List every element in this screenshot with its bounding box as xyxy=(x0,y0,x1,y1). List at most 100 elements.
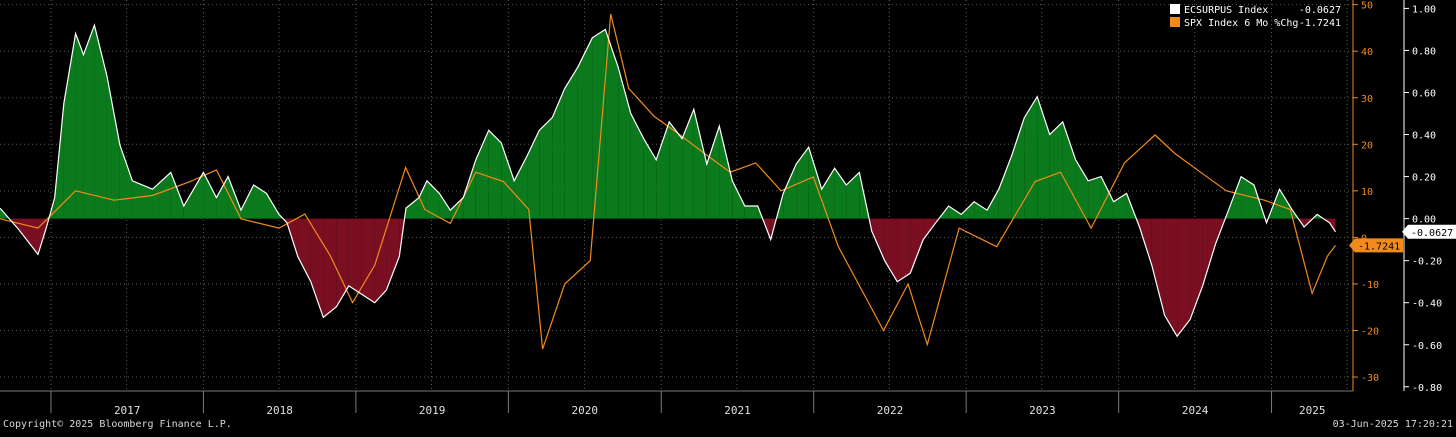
surprise-positive-area xyxy=(152,172,171,219)
x-axis-year-label: 2017 xyxy=(114,404,141,417)
surprise-negative-area xyxy=(386,218,400,291)
copyright-text: Copyright© 2025 Bloomberg Finance L.P. xyxy=(3,419,232,430)
surprise-negative-area xyxy=(1139,218,1152,265)
surprise-negative-area xyxy=(1151,218,1165,316)
legend-label: SPX Index 6 Mo %Chg xyxy=(1184,18,1298,29)
surprise-positive-area xyxy=(577,37,593,219)
surprise-positive-area xyxy=(119,145,133,219)
surprise-positive-area xyxy=(439,193,451,219)
surprise-positive-area xyxy=(1241,176,1254,219)
surprise-positive-area xyxy=(63,33,76,219)
ecsurpus-last-value-label: -0.0627 xyxy=(1411,228,1453,239)
surprise-positive-area xyxy=(618,67,631,219)
surprise-negative-area xyxy=(1164,218,1178,337)
surprise-negative-area xyxy=(38,218,46,255)
right-axis-tick-label: -0.40 xyxy=(1412,299,1442,310)
surprise-negative-area xyxy=(897,218,911,282)
surprise-positive-area xyxy=(183,172,204,219)
x-axis-year-label: 2020 xyxy=(572,404,599,417)
surprise-negative-area xyxy=(374,218,387,303)
surprise-negative-area xyxy=(923,218,936,240)
surprise-positive-area xyxy=(669,121,683,219)
surprise-positive-area xyxy=(1049,121,1063,219)
x-axis-year-label: 2019 xyxy=(419,404,446,417)
surprise-negative-area xyxy=(18,218,39,255)
surprise-negative-area xyxy=(1202,218,1216,286)
surprise-positive-area xyxy=(834,168,847,219)
surprise-positive-area xyxy=(564,67,578,219)
surprise-negative-area xyxy=(336,218,349,307)
surprise-negative-area xyxy=(910,218,924,274)
surprise-positive-area xyxy=(1037,96,1050,219)
surprise-positive-area xyxy=(682,109,694,219)
right-axis-tick-label: 0.80 xyxy=(1412,46,1436,57)
surprise-positive-area xyxy=(1279,189,1293,219)
surprise-positive-area xyxy=(706,126,720,219)
surprise-negative-area xyxy=(361,218,375,303)
surprise-positive-area xyxy=(744,206,758,219)
right-axis-tick-label: 0.20 xyxy=(1412,173,1436,184)
surprise-positive-area xyxy=(514,155,528,219)
legend-value: -1.7241 xyxy=(1299,18,1341,29)
legend-label: ECSURPUS Index xyxy=(1184,5,1268,16)
surprise-positive-area xyxy=(83,25,95,219)
ecsurpus-last-value-box xyxy=(1402,224,1456,239)
surprise-positive-area xyxy=(463,159,476,219)
left-axis-tick-label: 50 xyxy=(1361,1,1373,12)
surprise-negative-area xyxy=(348,218,362,295)
surprise-positive-area xyxy=(170,172,184,219)
ecsurpus-line xyxy=(0,23,1337,338)
right-axis-tick-label: 1.00 xyxy=(1412,4,1436,15)
left-axis-tick-label: 10 xyxy=(1361,187,1373,198)
surprise-positive-area xyxy=(987,189,999,219)
right-axis-tick-label: -0.80 xyxy=(1412,383,1442,394)
x-axis-year-label: 2024 xyxy=(1182,404,1209,417)
left-axis-tick-label: 30 xyxy=(1361,94,1373,105)
surprise-positive-area xyxy=(94,25,107,219)
surprise-positive-area xyxy=(241,184,254,219)
right-axis-tick-label: 0.60 xyxy=(1412,88,1436,99)
right-axis-tick-label: -0.60 xyxy=(1412,341,1442,352)
x-axis-year-label: 2018 xyxy=(266,404,293,417)
surprise-positive-area xyxy=(643,138,657,219)
legend-swatch xyxy=(1170,4,1180,14)
surprise-positive-area xyxy=(1228,176,1242,219)
surprise-positive-area xyxy=(527,130,540,219)
surprise-positive-area xyxy=(1024,96,1038,219)
surprise-positive-area xyxy=(132,180,153,219)
timestamp-text: 03-Jun-2025 17:20:21 xyxy=(1332,419,1453,430)
right-axis-tick-label: 0.00 xyxy=(1412,215,1436,226)
surprise-negative-area xyxy=(884,218,898,282)
surprise-positive-area xyxy=(846,172,860,219)
surprise-positive-area xyxy=(552,88,565,219)
surprise-positive-area xyxy=(656,121,670,219)
surprise-positive-area xyxy=(592,29,606,219)
left-axis-tick-label: -10 xyxy=(1361,280,1379,291)
surprise-positive-area xyxy=(998,155,1012,219)
surprise-positive-area xyxy=(719,126,733,219)
surprise-positive-area xyxy=(630,113,644,219)
left-axis-tick-label: 40 xyxy=(1361,47,1373,58)
surprise-positive-area xyxy=(948,206,962,219)
surprise-positive-area xyxy=(539,117,553,219)
surprise-positive-area xyxy=(1062,121,1076,219)
surprise-positive-area xyxy=(75,33,84,219)
surprise-positive-area xyxy=(961,201,975,219)
surprise-positive-area xyxy=(106,75,120,219)
left-axis-tick-label: -30 xyxy=(1361,373,1379,384)
legend-value: -0.0627 xyxy=(1299,5,1341,16)
spx-6mo-change-line xyxy=(0,13,1336,350)
surprise-negative-area xyxy=(871,218,885,261)
surprise-negative-area xyxy=(323,218,337,318)
surprise-positive-area xyxy=(228,176,242,219)
surprise-positive-area xyxy=(783,163,797,219)
surprise-positive-area xyxy=(406,197,419,219)
surprise-positive-area xyxy=(1011,117,1025,219)
surprise-positive-area xyxy=(216,176,229,219)
right-axis-tick-label: 0.40 xyxy=(1412,131,1436,142)
footer-bar: Copyright© 2025 Bloomberg Finance L.P. 0… xyxy=(0,417,1456,433)
surprise-positive-area xyxy=(974,201,988,219)
surprise-positive-area xyxy=(605,29,619,219)
surprise-positive-area xyxy=(1088,176,1102,219)
